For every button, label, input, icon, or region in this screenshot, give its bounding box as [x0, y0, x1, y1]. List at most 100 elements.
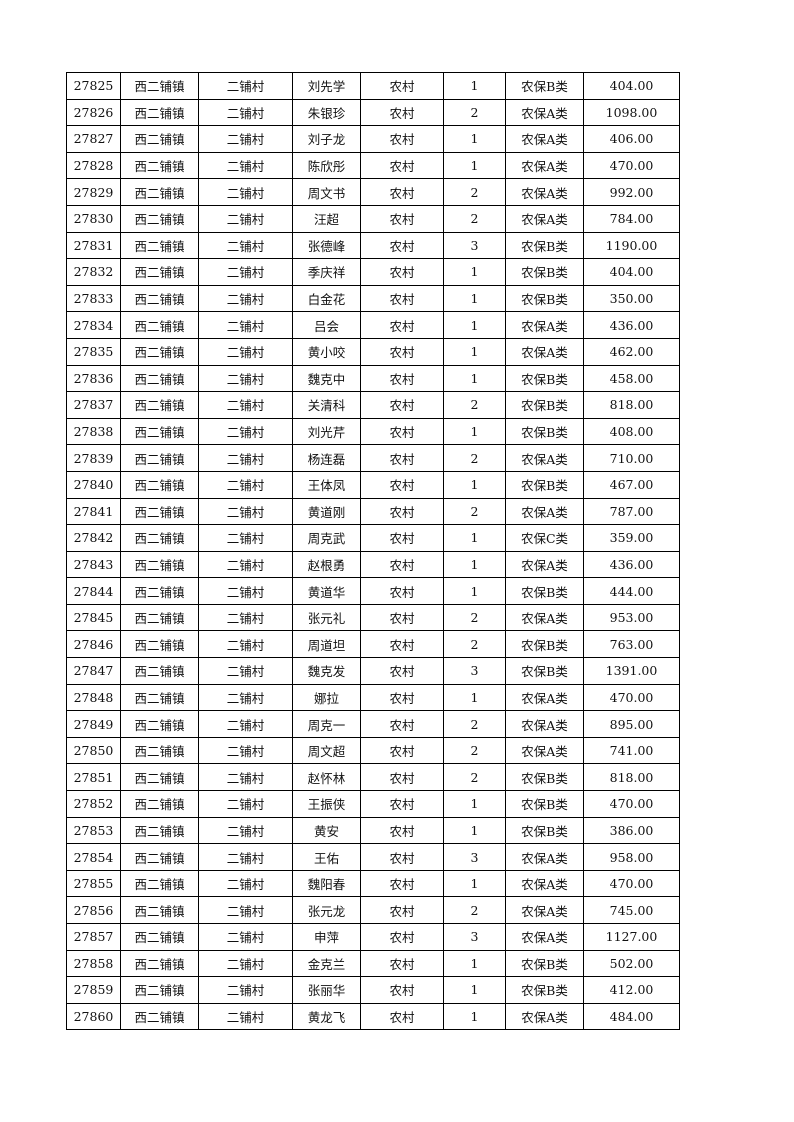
village-cell: 二铺村: [198, 949, 293, 978]
household-size-cell: 3: [443, 923, 506, 951]
category-cell: 农保B类: [505, 231, 584, 260]
village-cell: 二铺村: [198, 231, 293, 260]
category-cell: 农保A类: [505, 204, 584, 233]
area-type-cell: 农村: [360, 231, 444, 260]
category-cell: 农保A类: [505, 337, 584, 366]
town-cell: 西二铺镇: [120, 204, 199, 233]
town-cell: 西二铺镇: [120, 923, 199, 951]
town-cell: 西二铺镇: [120, 311, 199, 339]
id-cell: 27855: [66, 869, 121, 898]
name-cell: 季庆祥: [292, 258, 361, 286]
id-cell: 27827: [66, 125, 121, 153]
household-size-cell: 2: [443, 603, 506, 632]
amount-cell: 462.00: [583, 337, 680, 366]
amount-cell: 784.00: [583, 204, 680, 233]
town-cell: 西二铺镇: [120, 417, 199, 446]
id-cell: 27849: [66, 710, 121, 738]
amount-cell: 386.00: [583, 816, 680, 845]
household-size-cell: 1: [443, 976, 506, 1004]
village-cell: 二铺村: [198, 364, 293, 393]
area-type-cell: 农村: [360, 417, 444, 446]
amount-cell: 470.00: [583, 790, 680, 818]
village-cell: 二铺村: [198, 178, 293, 206]
name-cell: 娜拉: [292, 683, 361, 712]
household-size-cell: 1: [443, 337, 506, 366]
amount-cell: 787.00: [583, 497, 680, 526]
table-row: 27841 西二铺镇 二铺村 黄道刚 农村 2 农保A类 787.00: [66, 497, 680, 526]
table-row: 27850 西二铺镇 二铺村 周文超 农村 2 农保A类 741.00: [66, 736, 680, 765]
category-cell: 农保A类: [505, 550, 584, 579]
name-cell: 刘光芹: [292, 417, 361, 446]
id-cell: 27859: [66, 976, 121, 1004]
category-cell: 农保A类: [505, 497, 584, 526]
amount-cell: 1127.00: [583, 923, 680, 951]
id-cell: 27834: [66, 311, 121, 339]
village-cell: 二铺村: [198, 843, 293, 871]
village-cell: 二铺村: [198, 550, 293, 579]
category-cell: 农保A类: [505, 736, 584, 765]
household-size-cell: 1: [443, 790, 506, 818]
village-cell: 二铺村: [198, 683, 293, 712]
household-size-cell: 2: [443, 497, 506, 526]
area-type-cell: 农村: [360, 284, 444, 313]
town-cell: 西二铺镇: [120, 763, 199, 792]
village-cell: 二铺村: [198, 98, 293, 127]
town-cell: 西二铺镇: [120, 524, 199, 552]
household-size-cell: 2: [443, 763, 506, 792]
amount-cell: 470.00: [583, 869, 680, 898]
amount-cell: 992.00: [583, 178, 680, 206]
id-cell: 27850: [66, 736, 121, 765]
id-cell: 27841: [66, 497, 121, 526]
table-row: 27854 西二铺镇 二铺村 王佑 农村 3 农保A类 958.00: [66, 843, 680, 871]
id-cell: 27857: [66, 923, 121, 951]
category-cell: 农保A类: [505, 444, 584, 472]
table-row: 27828 西二铺镇 二铺村 陈欣彤 农村 1 农保A类 470.00: [66, 151, 680, 180]
category-cell: 农保C类: [505, 524, 584, 552]
table-row: 27851 西二铺镇 二铺村 赵怀林 农村 2 农保B类 818.00: [66, 763, 680, 792]
village-cell: 二铺村: [198, 976, 293, 1004]
area-type-cell: 农村: [360, 603, 444, 632]
category-cell: 农保A类: [505, 151, 584, 180]
area-type-cell: 农村: [360, 550, 444, 579]
name-cell: 汪超: [292, 204, 361, 233]
village-cell: 二铺村: [198, 444, 293, 472]
category-cell: 农保A类: [505, 683, 584, 712]
id-cell: 27842: [66, 524, 121, 552]
village-cell: 二铺村: [198, 790, 293, 818]
household-size-cell: 2: [443, 178, 506, 206]
category-cell: 农保B类: [505, 72, 584, 100]
area-type-cell: 农村: [360, 843, 444, 871]
id-cell: 27832: [66, 258, 121, 286]
name-cell: 魏克中: [292, 364, 361, 393]
household-size-cell: 2: [443, 630, 506, 659]
name-cell: 黄道华: [292, 577, 361, 605]
id-cell: 27839: [66, 444, 121, 472]
amount-cell: 412.00: [583, 976, 680, 1004]
amount-cell: 404.00: [583, 72, 680, 100]
id-cell: 27830: [66, 204, 121, 233]
household-size-cell: 1: [443, 258, 506, 286]
amount-cell: 458.00: [583, 364, 680, 393]
household-size-cell: 1: [443, 949, 506, 978]
town-cell: 西二铺镇: [120, 683, 199, 712]
name-cell: 黄小咬: [292, 337, 361, 366]
household-size-cell: 1: [443, 417, 506, 446]
area-type-cell: 农村: [360, 444, 444, 472]
town-cell: 西二铺镇: [120, 736, 199, 765]
category-cell: 农保A类: [505, 1002, 584, 1031]
town-cell: 西二铺镇: [120, 1002, 199, 1031]
household-size-cell: 2: [443, 391, 506, 419]
town-cell: 西二铺镇: [120, 470, 199, 499]
table-row: 27845 西二铺镇 二铺村 张元礼 农村 2 农保A类 953.00: [66, 603, 680, 632]
area-type-cell: 农村: [360, 710, 444, 738]
table-row: 27837 西二铺镇 二铺村 关清科 农村 2 农保B类 818.00: [66, 391, 680, 419]
id-cell: 27848: [66, 683, 121, 712]
name-cell: 周文超: [292, 736, 361, 765]
area-type-cell: 农村: [360, 790, 444, 818]
town-cell: 西二铺镇: [120, 98, 199, 127]
town-cell: 西二铺镇: [120, 976, 199, 1004]
town-cell: 西二铺镇: [120, 231, 199, 260]
table-row: 27840 西二铺镇 二铺村 王体凤 农村 1 农保B类 467.00: [66, 470, 680, 499]
id-cell: 27843: [66, 550, 121, 579]
household-size-cell: 2: [443, 444, 506, 472]
